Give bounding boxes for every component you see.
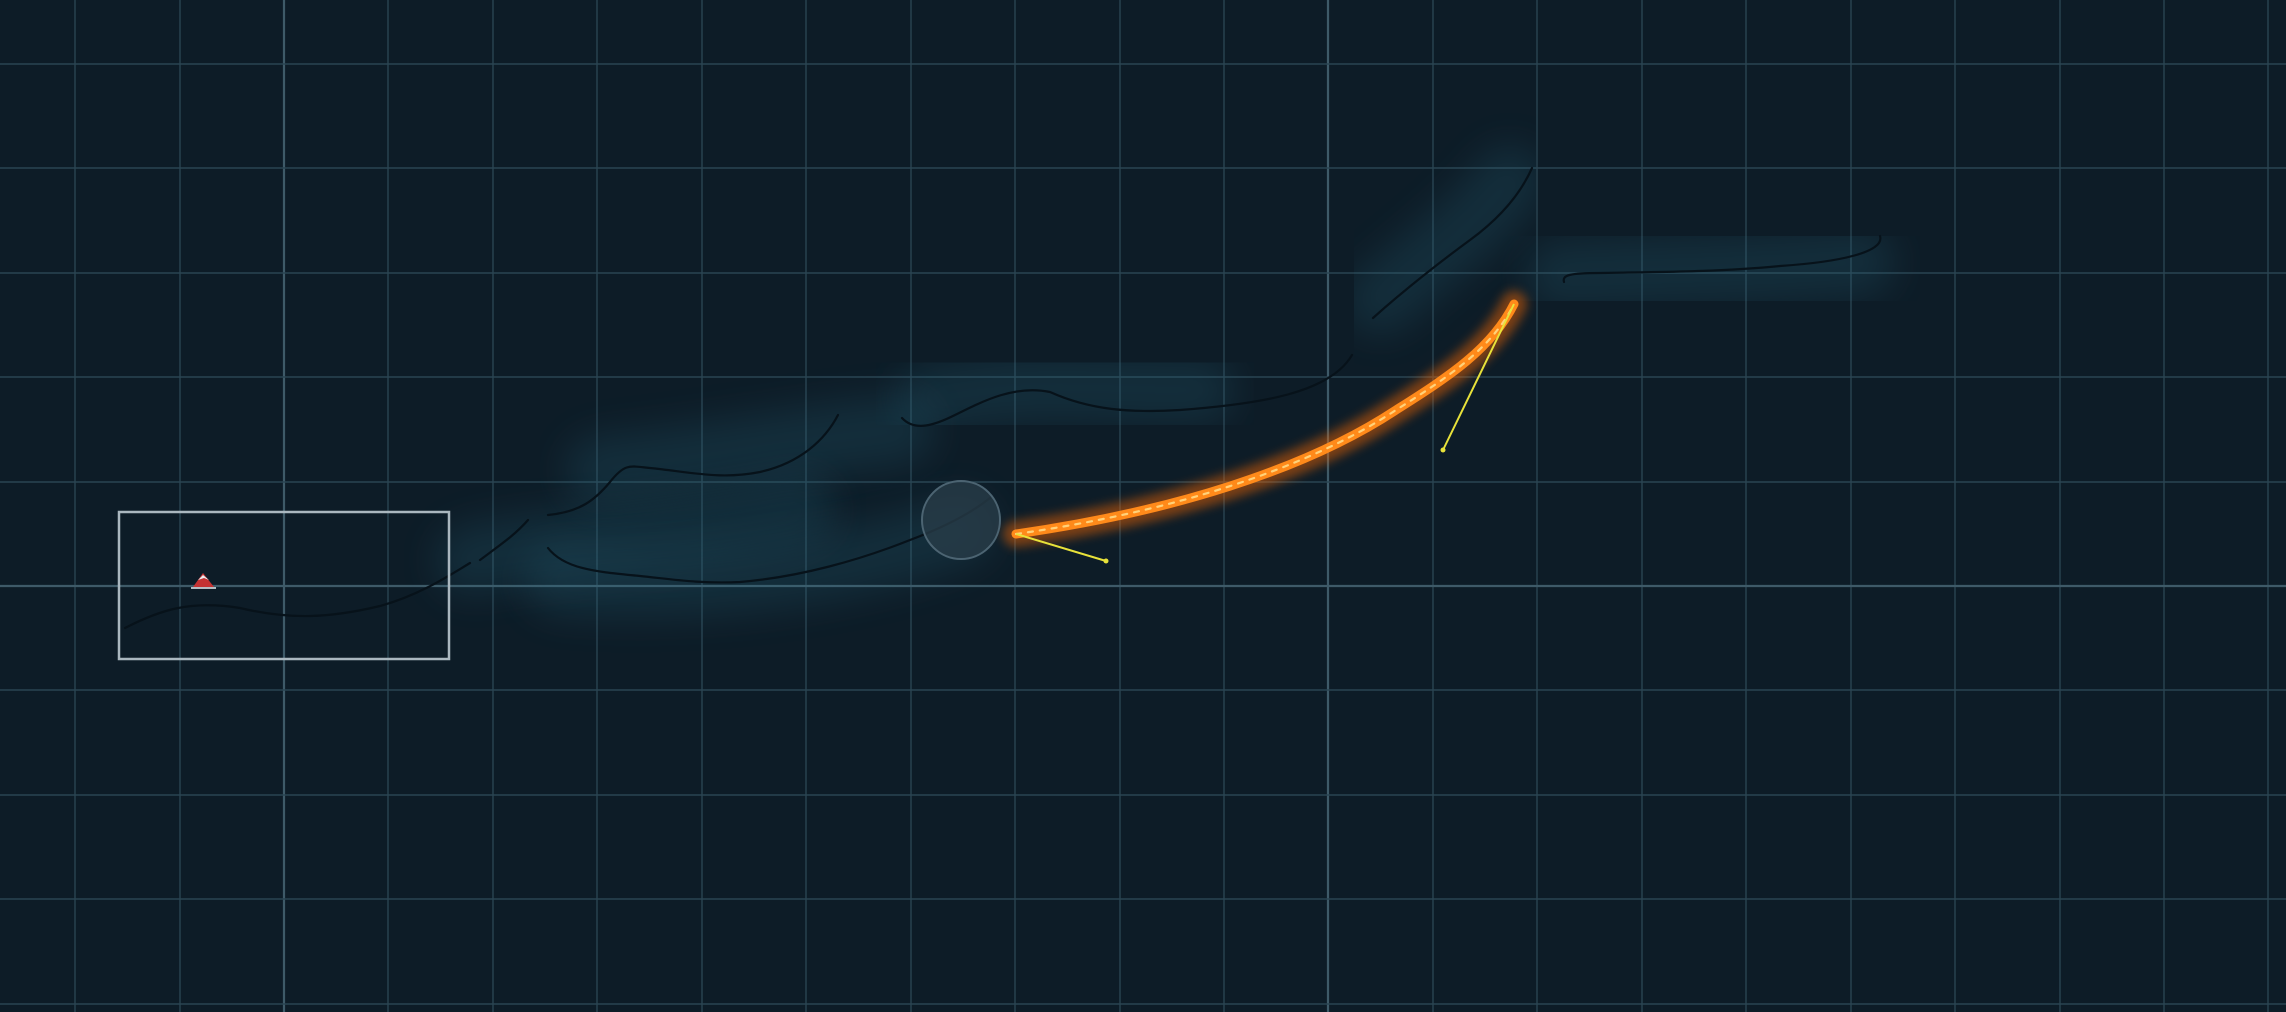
- track-segment: [123, 561, 472, 630]
- grid-horizontal-lines: [0, 63, 2286, 1005]
- selection-box[interactable]: [117, 510, 451, 661]
- bezier-handle-start: [1015, 533, 1107, 562]
- track-segment: [1371, 166, 1534, 320]
- track-segment: [1562, 234, 1882, 284]
- track-segment: [900, 353, 1354, 427]
- bezier-handle-end: [1442, 303, 1515, 451]
- bezier-handle-start-point: [1103, 558, 1109, 564]
- track-segment: [478, 518, 530, 562]
- bezier-handles[interactable]: [1015, 303, 1515, 564]
- bezier-handle-end-point: [1440, 447, 1446, 453]
- control-point-circle[interactable]: [921, 480, 1001, 560]
- track-segment: [546, 413, 840, 517]
- selected-curve-highlight: [1014, 302, 1516, 536]
- rider-sled-icon[interactable]: [191, 573, 216, 589]
- selected-curve[interactable]: [1003, 291, 1527, 547]
